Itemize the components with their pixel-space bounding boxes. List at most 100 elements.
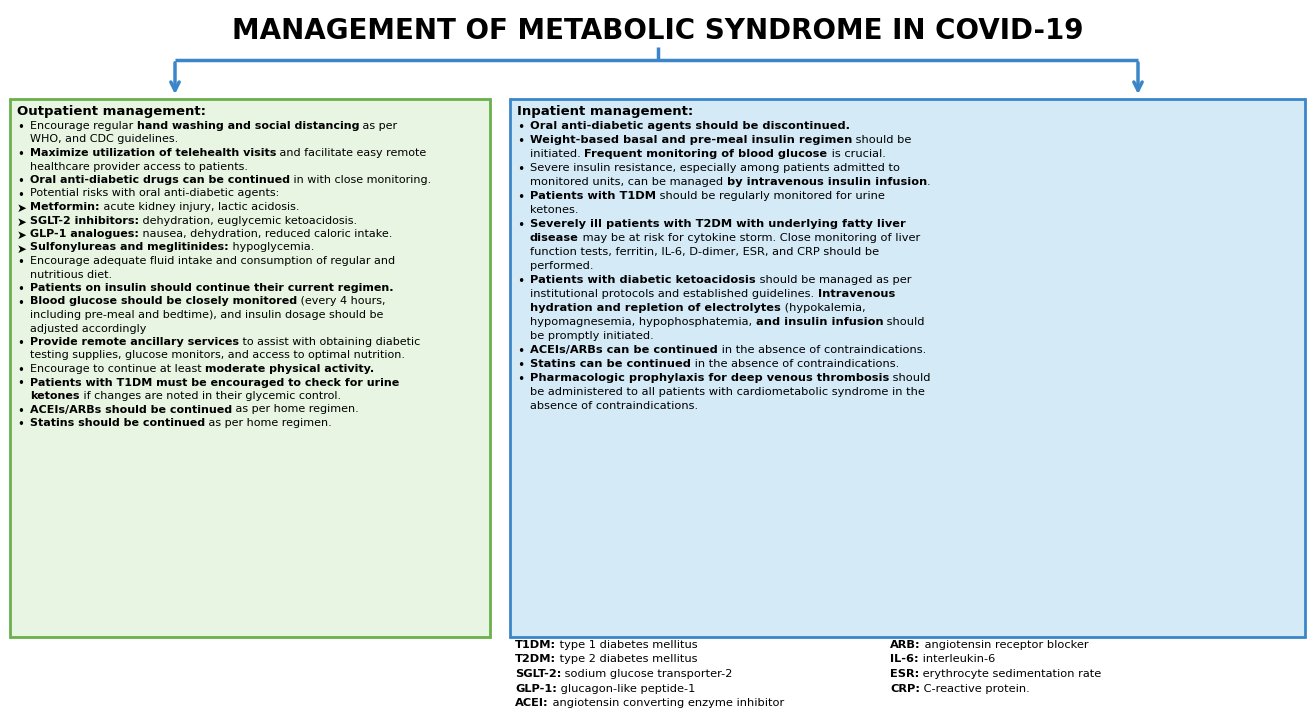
Text: •: • — [17, 283, 24, 296]
Text: adjusted accordingly: adjusted accordingly — [30, 323, 146, 333]
Bar — [11, 99, 490, 637]
Text: function tests, ferritin, IL-6, D-dimer, ESR, and CRP should be: function tests, ferritin, IL-6, D-dimer,… — [530, 247, 879, 257]
Text: C-reactive protein.: C-reactive protein. — [920, 684, 1029, 694]
Text: as per: as per — [359, 121, 397, 131]
Text: initiated.: initiated. — [530, 149, 584, 159]
Text: Blood glucose should be closely monitored: Blood glucose should be closely monitore… — [30, 297, 297, 307]
Text: moderate physical activity.: moderate physical activity. — [205, 364, 374, 374]
Text: testing supplies, glucose monitors, and access to optimal nutrition.: testing supplies, glucose monitors, and … — [30, 350, 405, 360]
Text: ketones.: ketones. — [530, 205, 579, 215]
Text: Encourage to continue at least: Encourage to continue at least — [30, 364, 205, 374]
Text: SGLT-2 inhibitors:: SGLT-2 inhibitors: — [30, 215, 139, 225]
Text: •: • — [517, 191, 524, 204]
Text: nausea, dehydration, reduced caloric intake.: nausea, dehydration, reduced caloric int… — [139, 229, 392, 239]
Text: and insulin infusion: and insulin infusion — [755, 317, 883, 327]
Text: •: • — [17, 378, 24, 390]
Text: should: should — [883, 317, 925, 327]
Text: including pre-meal and bedtime), and insulin dosage should be: including pre-meal and bedtime), and ins… — [30, 310, 383, 320]
Text: •: • — [517, 219, 524, 232]
Text: •: • — [517, 121, 524, 134]
Text: Encourage adequate fluid intake and consumption of regular and: Encourage adequate fluid intake and cons… — [30, 256, 395, 266]
Text: Intravenous: Intravenous — [817, 289, 895, 299]
Text: Encourage regular: Encourage regular — [30, 121, 137, 131]
Text: •: • — [17, 297, 24, 310]
Text: angiotensin receptor blocker: angiotensin receptor blocker — [921, 640, 1088, 650]
Text: Outpatient management:: Outpatient management: — [17, 105, 207, 118]
Text: •: • — [517, 163, 524, 176]
Text: ➤: ➤ — [17, 202, 26, 215]
Text: .: . — [926, 177, 930, 187]
Text: be promptly initiated.: be promptly initiated. — [530, 331, 654, 341]
Text: performed.: performed. — [530, 261, 594, 271]
Text: angiotensin converting enzyme inhibitor: angiotensin converting enzyme inhibitor — [549, 698, 784, 708]
Text: Patients with T1DM: Patients with T1DM — [530, 191, 655, 201]
Text: hydration and repletion of electrolytes: hydration and repletion of electrolytes — [530, 303, 780, 313]
Text: ➤: ➤ — [17, 242, 26, 255]
Text: is crucial.: is crucial. — [828, 149, 886, 159]
Text: in the absence of contraindications.: in the absence of contraindications. — [717, 345, 926, 355]
Text: glucagon-like peptide-1: glucagon-like peptide-1 — [557, 684, 695, 694]
Text: Severely ill patients with T2DM with underlying fatty liver: Severely ill patients with T2DM with und… — [530, 219, 905, 229]
Text: •: • — [17, 337, 24, 350]
Text: absence of contraindications.: absence of contraindications. — [530, 401, 697, 411]
Text: ACEI:: ACEI: — [515, 698, 549, 708]
Text: Patients with T1DM must be encouraged to check for urine: Patients with T1DM must be encouraged to… — [30, 378, 399, 388]
Text: •: • — [517, 359, 524, 372]
Text: type 1 diabetes mellitus: type 1 diabetes mellitus — [557, 640, 697, 650]
Text: should be regularly monitored for urine: should be regularly monitored for urine — [655, 191, 884, 201]
Text: •: • — [517, 135, 524, 148]
Bar — [511, 99, 1305, 637]
Text: ketones: ketones — [30, 391, 79, 401]
Text: •: • — [517, 345, 524, 358]
Text: Statins can be continued: Statins can be continued — [530, 359, 691, 369]
Text: interleukin-6: interleukin-6 — [919, 654, 995, 664]
Text: •: • — [517, 275, 524, 288]
Text: Weight-based basal and pre-meal insulin regimen: Weight-based basal and pre-meal insulin … — [530, 135, 853, 145]
Text: if changes are noted in their glycemic control.: if changes are noted in their glycemic c… — [79, 391, 341, 401]
Text: GLP-1 analogues:: GLP-1 analogues: — [30, 229, 139, 239]
Text: •: • — [517, 373, 524, 386]
Text: •: • — [17, 175, 24, 188]
Text: nutritious diet.: nutritious diet. — [30, 270, 112, 280]
Text: Provide remote ancillary services: Provide remote ancillary services — [30, 337, 240, 347]
Text: Inpatient management:: Inpatient management: — [517, 105, 694, 118]
Text: T2DM:: T2DM: — [515, 654, 557, 664]
Text: be administered to all patients with cardiometabolic syndrome in the: be administered to all patients with car… — [530, 387, 925, 397]
Text: Statins should be continued: Statins should be continued — [30, 418, 205, 428]
Text: ACEIs/ARBs should be continued: ACEIs/ARBs should be continued — [30, 405, 232, 415]
Text: hypoglycemia.: hypoglycemia. — [229, 242, 315, 252]
Text: should: should — [890, 373, 930, 383]
Text: to assist with obtaining diabetic: to assist with obtaining diabetic — [240, 337, 420, 347]
Text: sodium glucose transporter-2: sodium glucose transporter-2 — [562, 669, 733, 679]
Text: •: • — [17, 148, 24, 161]
Text: Oral anti-diabetic agents should be discontinued.: Oral anti-diabetic agents should be disc… — [530, 121, 850, 131]
Text: •: • — [17, 418, 24, 431]
Text: monitored units, can be managed: monitored units, can be managed — [530, 177, 726, 187]
Text: dehydration, euglycemic ketoacidosis.: dehydration, euglycemic ketoacidosis. — [139, 215, 357, 225]
Text: ➤: ➤ — [17, 215, 26, 229]
Text: Potential risks with oral anti-diabetic agents:: Potential risks with oral anti-diabetic … — [30, 189, 279, 199]
Text: IL-6:: IL-6: — [890, 654, 919, 664]
Text: (hypokalemia,: (hypokalemia, — [780, 303, 866, 313]
Text: ACEIs/ARBs can be continued: ACEIs/ARBs can be continued — [530, 345, 717, 355]
Text: SGLT-2:: SGLT-2: — [515, 669, 562, 679]
Text: hypomagnesemia, hypophosphatemia,: hypomagnesemia, hypophosphatemia, — [530, 317, 755, 327]
Text: and facilitate easy remote: and facilitate easy remote — [276, 148, 426, 158]
Text: Pharmacologic prophylaxis for deep venous thrombosis: Pharmacologic prophylaxis for deep venou… — [530, 373, 890, 383]
Text: •: • — [17, 405, 24, 418]
Text: (every 4 hours,: (every 4 hours, — [297, 297, 386, 307]
Text: by intravenous insulin infusion: by intravenous insulin infusion — [726, 177, 926, 187]
Text: WHO, and CDC guidelines.: WHO, and CDC guidelines. — [30, 134, 178, 144]
Text: Severe insulin resistance, especially among patients admitted to: Severe insulin resistance, especially am… — [530, 163, 900, 173]
Text: institutional protocols and established guidelines.: institutional protocols and established … — [530, 289, 817, 299]
Text: disease: disease — [530, 233, 579, 243]
Text: ESR:: ESR: — [890, 669, 920, 679]
Text: •: • — [17, 364, 24, 377]
Text: should be managed as per: should be managed as per — [755, 275, 911, 285]
Text: may be at risk for cytokine storm. Close monitoring of liver: may be at risk for cytokine storm. Close… — [579, 233, 920, 243]
Text: •: • — [17, 121, 24, 134]
Text: ➤: ➤ — [17, 229, 26, 242]
Text: as per home regimen.: as per home regimen. — [232, 405, 359, 415]
Text: ARB:: ARB: — [890, 640, 921, 650]
Text: as per home regimen.: as per home regimen. — [205, 418, 332, 428]
